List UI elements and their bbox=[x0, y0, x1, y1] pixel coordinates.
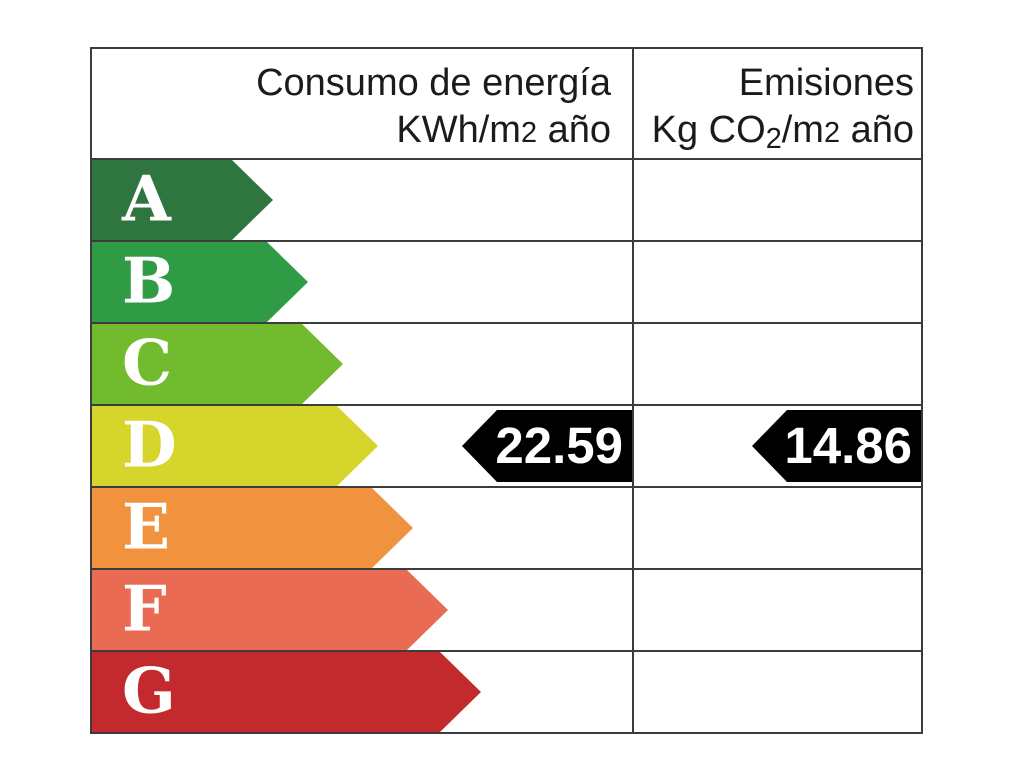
rating-row-a: A bbox=[92, 158, 921, 240]
rating-letter-f: F bbox=[122, 571, 167, 646]
consumo-value: 22.59 bbox=[495, 417, 623, 474]
emisiones-title: Emisiones bbox=[633, 60, 914, 107]
emisiones-unit-post: año bbox=[840, 109, 914, 151]
rating-row-e: E bbox=[92, 486, 921, 568]
emisiones-value: 14.86 bbox=[784, 417, 912, 474]
rating-arrow-f bbox=[92, 570, 448, 650]
rating-row-g: G bbox=[92, 650, 921, 732]
emisiones-title-text: Emisiones bbox=[738, 62, 914, 104]
rating-arrow-a bbox=[92, 160, 273, 240]
rating-arrow-g bbox=[92, 652, 481, 732]
rating-letter-g: G bbox=[122, 653, 176, 728]
rating-arrow-c bbox=[92, 324, 343, 404]
consumo-units: KWh/m2 año bbox=[92, 107, 611, 157]
rating-letter-d: D bbox=[122, 407, 177, 482]
consumo-value-arrow: 22.59 bbox=[462, 410, 632, 482]
rating-arrow-e bbox=[92, 488, 413, 568]
rating-letter-a: A bbox=[122, 161, 171, 236]
emisiones-value-arrow: 14.86 bbox=[752, 410, 921, 482]
rating-table: Consumo de energía KWh/m2 año Emisiones … bbox=[90, 47, 923, 734]
emisiones-unit-mid: /m bbox=[781, 109, 824, 151]
rating-row-f: F bbox=[92, 568, 921, 650]
table-header: Consumo de energía KWh/m2 año Emisiones … bbox=[92, 49, 921, 158]
consumo-header-cell: Consumo de energía KWh/m2 año bbox=[92, 49, 633, 158]
consumo-title: Consumo de energía bbox=[92, 60, 611, 107]
consumo-unit-exponent: 2 bbox=[520, 117, 538, 149]
rating-row-d: D 22.59 14.86 bbox=[92, 404, 921, 486]
emisiones-header-cell: Emisiones Kg CO2/m2 año bbox=[633, 49, 921, 158]
consumo-unit-pre: KWh/m bbox=[396, 109, 521, 151]
emisiones-value-arrow-shape bbox=[752, 410, 921, 482]
consumo-title-text: Consumo de energía bbox=[256, 62, 611, 104]
rating-arrow-b bbox=[92, 242, 308, 322]
column-divider bbox=[632, 49, 634, 732]
emisiones-unit-exponent: 2 bbox=[823, 117, 841, 149]
emisiones-units: Kg CO2/m2 año bbox=[633, 107, 914, 163]
rating-letter-c: C bbox=[122, 325, 173, 400]
rating-letter-b: B bbox=[122, 243, 176, 318]
rating-arrow-d bbox=[92, 406, 378, 486]
emisiones-unit-subscript: 2 bbox=[765, 122, 782, 155]
emisiones-unit-pre: Kg CO bbox=[651, 109, 766, 151]
rating-row-b: B bbox=[92, 240, 921, 322]
rating-letter-e: E bbox=[122, 489, 171, 564]
consumo-unit-post: año bbox=[537, 109, 611, 151]
rating-row-c: C bbox=[92, 322, 921, 404]
consumo-value-arrow-shape bbox=[462, 410, 632, 482]
